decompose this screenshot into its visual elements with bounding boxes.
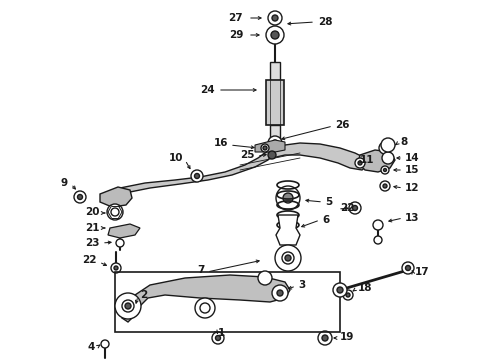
Circle shape <box>402 262 414 274</box>
Text: 1: 1 <box>218 328 225 338</box>
Text: 19: 19 <box>340 332 354 342</box>
Polygon shape <box>108 224 140 238</box>
Text: 14: 14 <box>405 153 419 163</box>
Circle shape <box>272 285 288 301</box>
Circle shape <box>258 271 272 285</box>
Circle shape <box>275 245 301 271</box>
Circle shape <box>384 168 387 171</box>
Text: 22: 22 <box>82 255 97 265</box>
Text: 12: 12 <box>405 183 419 193</box>
Text: 4: 4 <box>88 342 95 352</box>
Polygon shape <box>255 140 285 152</box>
Circle shape <box>352 206 358 211</box>
Circle shape <box>107 204 123 220</box>
Text: 16: 16 <box>214 138 228 148</box>
Text: 15: 15 <box>405 165 419 175</box>
Bar <box>270 62 280 80</box>
Circle shape <box>191 170 203 182</box>
Text: 8: 8 <box>400 137 407 147</box>
Text: 11: 11 <box>360 155 374 165</box>
Circle shape <box>216 336 220 341</box>
Text: 9: 9 <box>61 178 68 188</box>
Circle shape <box>373 220 383 230</box>
Text: 17: 17 <box>415 267 430 277</box>
Circle shape <box>111 263 121 273</box>
Circle shape <box>125 303 131 309</box>
Circle shape <box>116 239 124 247</box>
Circle shape <box>268 11 282 25</box>
Text: 25: 25 <box>241 150 255 160</box>
Polygon shape <box>100 187 132 207</box>
Circle shape <box>318 331 332 345</box>
Circle shape <box>381 166 389 174</box>
Text: 3: 3 <box>298 280 305 290</box>
Polygon shape <box>122 275 290 322</box>
Text: 6: 6 <box>322 215 329 225</box>
Text: 24: 24 <box>200 85 215 95</box>
Text: 5: 5 <box>325 197 332 207</box>
Circle shape <box>355 158 365 168</box>
Circle shape <box>381 138 395 152</box>
Circle shape <box>285 255 291 261</box>
Circle shape <box>382 152 394 164</box>
Text: 29: 29 <box>229 30 243 40</box>
Circle shape <box>282 252 294 264</box>
Circle shape <box>380 181 390 191</box>
Text: 21: 21 <box>85 223 100 233</box>
Text: 28: 28 <box>318 17 333 27</box>
Polygon shape <box>105 150 272 200</box>
Circle shape <box>277 290 283 296</box>
Circle shape <box>268 136 282 150</box>
Circle shape <box>333 283 347 297</box>
Circle shape <box>343 290 353 300</box>
Circle shape <box>195 174 199 179</box>
Bar <box>270 125 280 140</box>
Circle shape <box>263 146 267 150</box>
Circle shape <box>266 26 284 44</box>
Circle shape <box>346 293 350 297</box>
Bar <box>115 272 340 332</box>
Bar <box>266 80 284 125</box>
Circle shape <box>122 300 134 312</box>
Circle shape <box>115 293 141 319</box>
Circle shape <box>74 191 86 203</box>
Text: 20: 20 <box>85 207 100 217</box>
Circle shape <box>272 140 278 146</box>
Polygon shape <box>276 215 300 245</box>
Circle shape <box>383 184 387 188</box>
Text: 7: 7 <box>197 265 205 275</box>
Text: 10: 10 <box>169 153 183 163</box>
Text: 23: 23 <box>85 238 100 248</box>
Text: 13: 13 <box>405 213 419 223</box>
Circle shape <box>322 335 328 341</box>
Circle shape <box>271 31 279 39</box>
Circle shape <box>337 287 343 293</box>
Polygon shape <box>358 150 395 172</box>
Text: 18: 18 <box>358 283 372 293</box>
Circle shape <box>358 161 362 165</box>
Text: 26: 26 <box>335 120 349 130</box>
Circle shape <box>374 236 382 244</box>
Text: 2: 2 <box>140 290 147 300</box>
Circle shape <box>77 194 82 199</box>
Circle shape <box>276 186 300 210</box>
Circle shape <box>114 266 118 270</box>
Circle shape <box>111 208 119 216</box>
Circle shape <box>379 142 391 154</box>
Circle shape <box>195 298 215 318</box>
Text: 27: 27 <box>228 13 243 23</box>
Circle shape <box>406 266 411 270</box>
Circle shape <box>212 332 224 344</box>
Polygon shape <box>270 143 368 170</box>
Circle shape <box>200 303 210 313</box>
Circle shape <box>268 151 276 159</box>
Circle shape <box>272 15 278 21</box>
Circle shape <box>261 144 269 152</box>
Circle shape <box>349 202 361 214</box>
Circle shape <box>283 193 293 203</box>
Text: 22: 22 <box>340 203 354 213</box>
Circle shape <box>101 340 109 348</box>
